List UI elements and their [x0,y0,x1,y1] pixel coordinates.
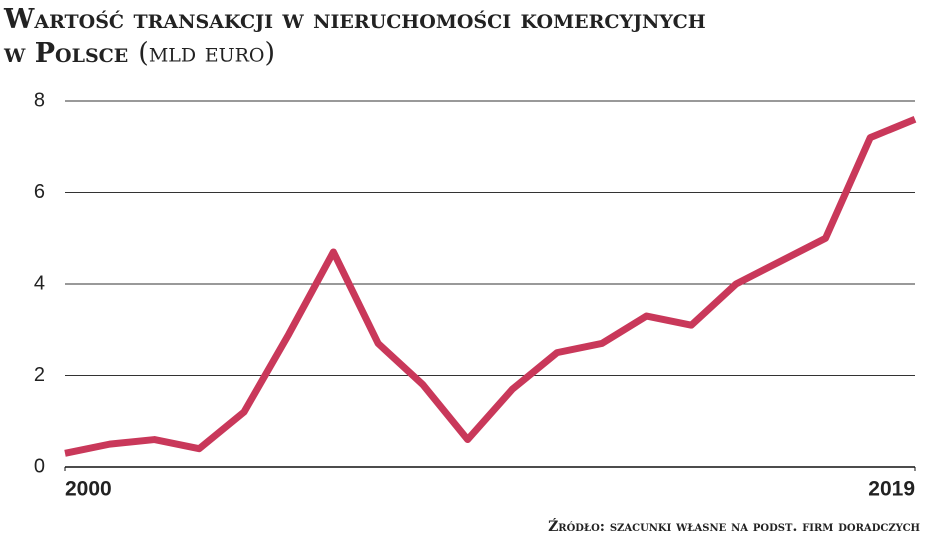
y-tick-label: 4 [34,272,45,294]
data-line [64,116,917,457]
x-tick-label: 2019 [868,478,915,501]
y-tick-label: 0 [34,455,45,477]
y-tick-label: 6 [34,181,45,203]
source-note: Źródło: szacunki własne na podst. firm d… [548,517,920,535]
chart-title: Wartość transakcji w nieruchomości komer… [3,4,706,69]
chart-subtitle: (mld euro) [138,38,275,69]
x-tick-label: 2000 [65,478,112,501]
y-tick-label: 2 [34,364,45,386]
y-tick-label: 8 [34,89,45,111]
